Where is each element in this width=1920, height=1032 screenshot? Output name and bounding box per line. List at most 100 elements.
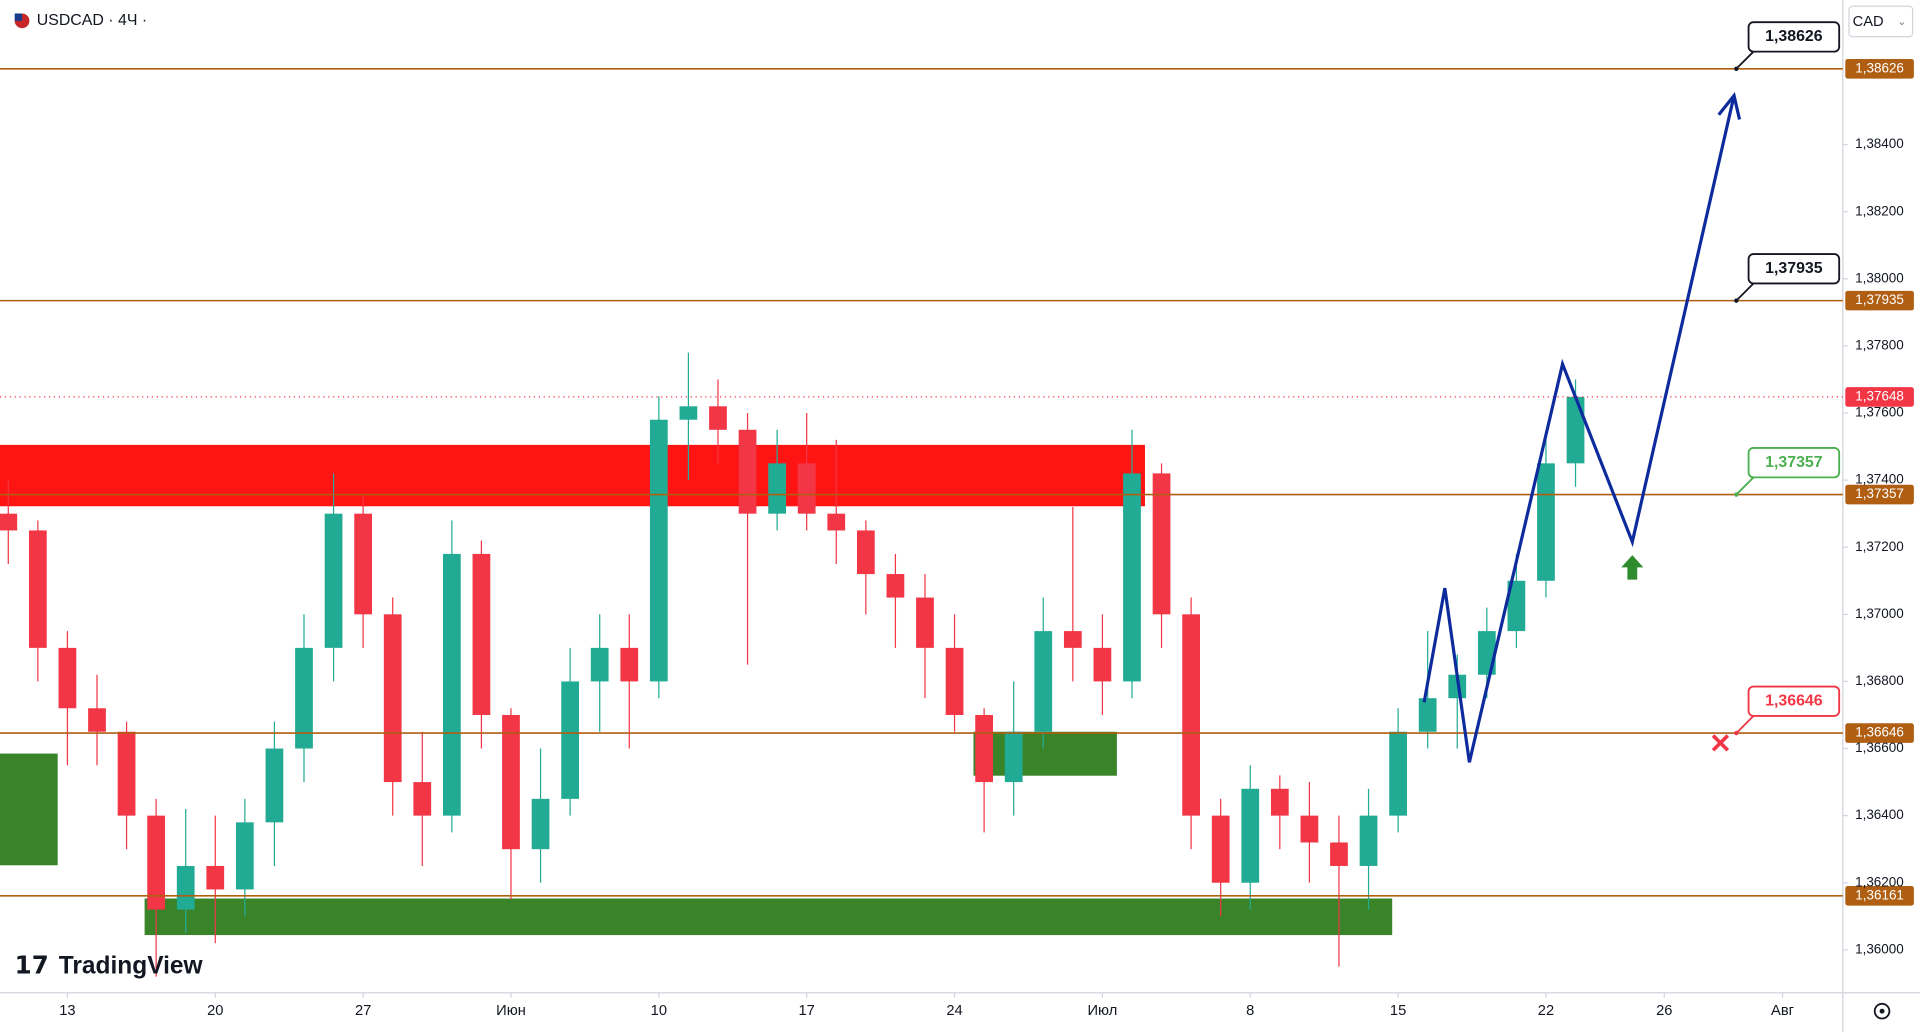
candle-body [472, 553, 491, 715]
candle-body [354, 513, 373, 615]
y-tick-label: 1,36800 [1855, 673, 1904, 688]
level-axis-box [1845, 58, 1914, 79]
currency-caret[interactable]: ⌄ [1897, 16, 1906, 28]
level-axis-label: 1,36646 [1855, 725, 1904, 740]
y-tick-label: 1,37600 [1855, 405, 1904, 420]
candle-body [442, 553, 461, 816]
callout-anchor [1734, 66, 1739, 71]
callout-box [1747, 685, 1841, 717]
candle-body [1537, 463, 1555, 581]
callout-box [1747, 21, 1841, 53]
candle-body [295, 647, 313, 749]
level-axis-label: 1,37935 [1855, 292, 1904, 307]
y-tick-label: 1,38200 [1855, 203, 1904, 218]
level-axis-label: 1,37357 [1855, 486, 1904, 501]
x-tick-label: 17 [799, 1003, 815, 1019]
candle-body [1507, 580, 1526, 632]
last-price-box [1845, 387, 1914, 407]
projection-path [1422, 95, 1736, 763]
candle-body [1182, 614, 1200, 816]
y-tick-label: 1,38400 [1855, 136, 1904, 151]
candle-body [1300, 815, 1319, 843]
candle-body [1270, 788, 1289, 816]
x-tick-label: Июл [1087, 1003, 1117, 1019]
candle-body [1093, 647, 1112, 682]
y-tick-label: 1,36400 [1855, 807, 1904, 822]
callout-anchor [1734, 298, 1739, 303]
candle-body [1477, 631, 1496, 675]
settings-icon-center[interactable] [1879, 1008, 1885, 1014]
plot-area [0, 352, 1585, 977]
candle-body [590, 647, 609, 682]
candle-body [502, 714, 520, 850]
currency-button[interactable] [1848, 5, 1914, 38]
candle-body [827, 513, 846, 531]
candle-body [176, 865, 195, 910]
candle-body [1063, 631, 1082, 648]
candle-body [1241, 788, 1260, 883]
candle-body [1211, 815, 1230, 883]
candle-body [531, 798, 550, 850]
candle-body [649, 419, 668, 682]
candle-body [738, 429, 757, 514]
candle-body [28, 530, 47, 648]
x-tick-label: 13 [59, 1003, 75, 1019]
currency-label[interactable]: CAD [1853, 14, 1884, 30]
candle-body [383, 614, 402, 783]
candle-body [1034, 631, 1053, 732]
candle-body [58, 647, 77, 709]
zone [144, 898, 1393, 936]
candle-body [206, 865, 225, 890]
logo-mark: 𝟭𝟳 [15, 953, 49, 980]
level-axis-box [1845, 723, 1914, 743]
callout-anchor [1734, 492, 1739, 497]
zone [0, 444, 1145, 507]
y-tick-label: 1,38000 [1855, 270, 1904, 285]
settings-icon[interactable] [1873, 1002, 1891, 1020]
x-tick-label: 15 [1390, 1003, 1406, 1019]
x-tick-label: 24 [946, 1003, 962, 1019]
x-tick-label: Июн [496, 1003, 526, 1019]
level-axis-box [1845, 886, 1914, 906]
projection-arrowhead [1717, 92, 1742, 120]
y-tick-label: 1,37400 [1855, 472, 1904, 487]
overlay: 1,38626 1,38626 1,37935 1,37935 1,37357 1,373… [0, 21, 1914, 906]
candle-body [413, 782, 432, 816]
x-tick-label: 26 [1656, 1003, 1672, 1019]
candle-body [975, 714, 993, 783]
y-tick-label: 1,36000 [1855, 941, 1904, 956]
candle-body [709, 406, 727, 430]
x-tick-label: 20 [207, 1003, 223, 1019]
candle-body [916, 597, 934, 648]
candle-body [1389, 731, 1407, 816]
level-axis-box [1845, 484, 1914, 505]
candle-body [235, 822, 254, 890]
x-tick-label: 27 [355, 1003, 371, 1019]
candle-body [1418, 698, 1437, 732]
x-tick-label: 8 [1246, 1003, 1254, 1019]
stop-marker [1711, 734, 1730, 752]
candle-body [88, 708, 106, 732]
level-axis-label: 1,36161 [1855, 887, 1904, 902]
candle-body [1359, 815, 1378, 866]
callout-label: 1,37357 [1765, 454, 1823, 471]
candle-body [324, 513, 343, 648]
y-tick-label: 1,37000 [1855, 606, 1904, 621]
candle-body [620, 647, 639, 682]
x-tick-label: 10 [651, 1003, 667, 1019]
symbol-title[interactable]: USDCAD · 4Ч · [37, 12, 147, 29]
y-tick-label: 1,37200 [1855, 539, 1904, 554]
candle-body [679, 406, 698, 420]
callout-box [1747, 253, 1841, 285]
level-axis-box [1845, 290, 1914, 311]
candle-body [147, 815, 166, 910]
candle-body [117, 731, 136, 816]
x-tick-label: Авг [1771, 1003, 1794, 1019]
callout-label: 1,36646 [1765, 692, 1823, 709]
callout-label: 1,37935 [1765, 260, 1823, 277]
zone [0, 753, 58, 866]
candle-body [856, 530, 875, 575]
candle-body [1330, 842, 1348, 866]
